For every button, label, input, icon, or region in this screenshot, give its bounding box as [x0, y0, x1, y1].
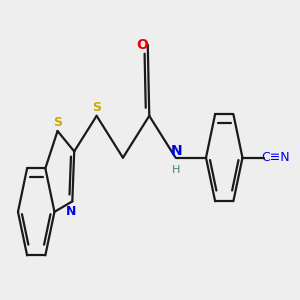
Text: S: S	[92, 101, 101, 114]
Text: N: N	[170, 144, 182, 158]
Text: H: H	[172, 165, 180, 175]
Text: N: N	[66, 205, 76, 218]
Text: O: O	[136, 38, 148, 52]
Text: S: S	[53, 116, 62, 129]
Text: C≡N: C≡N	[262, 151, 290, 164]
